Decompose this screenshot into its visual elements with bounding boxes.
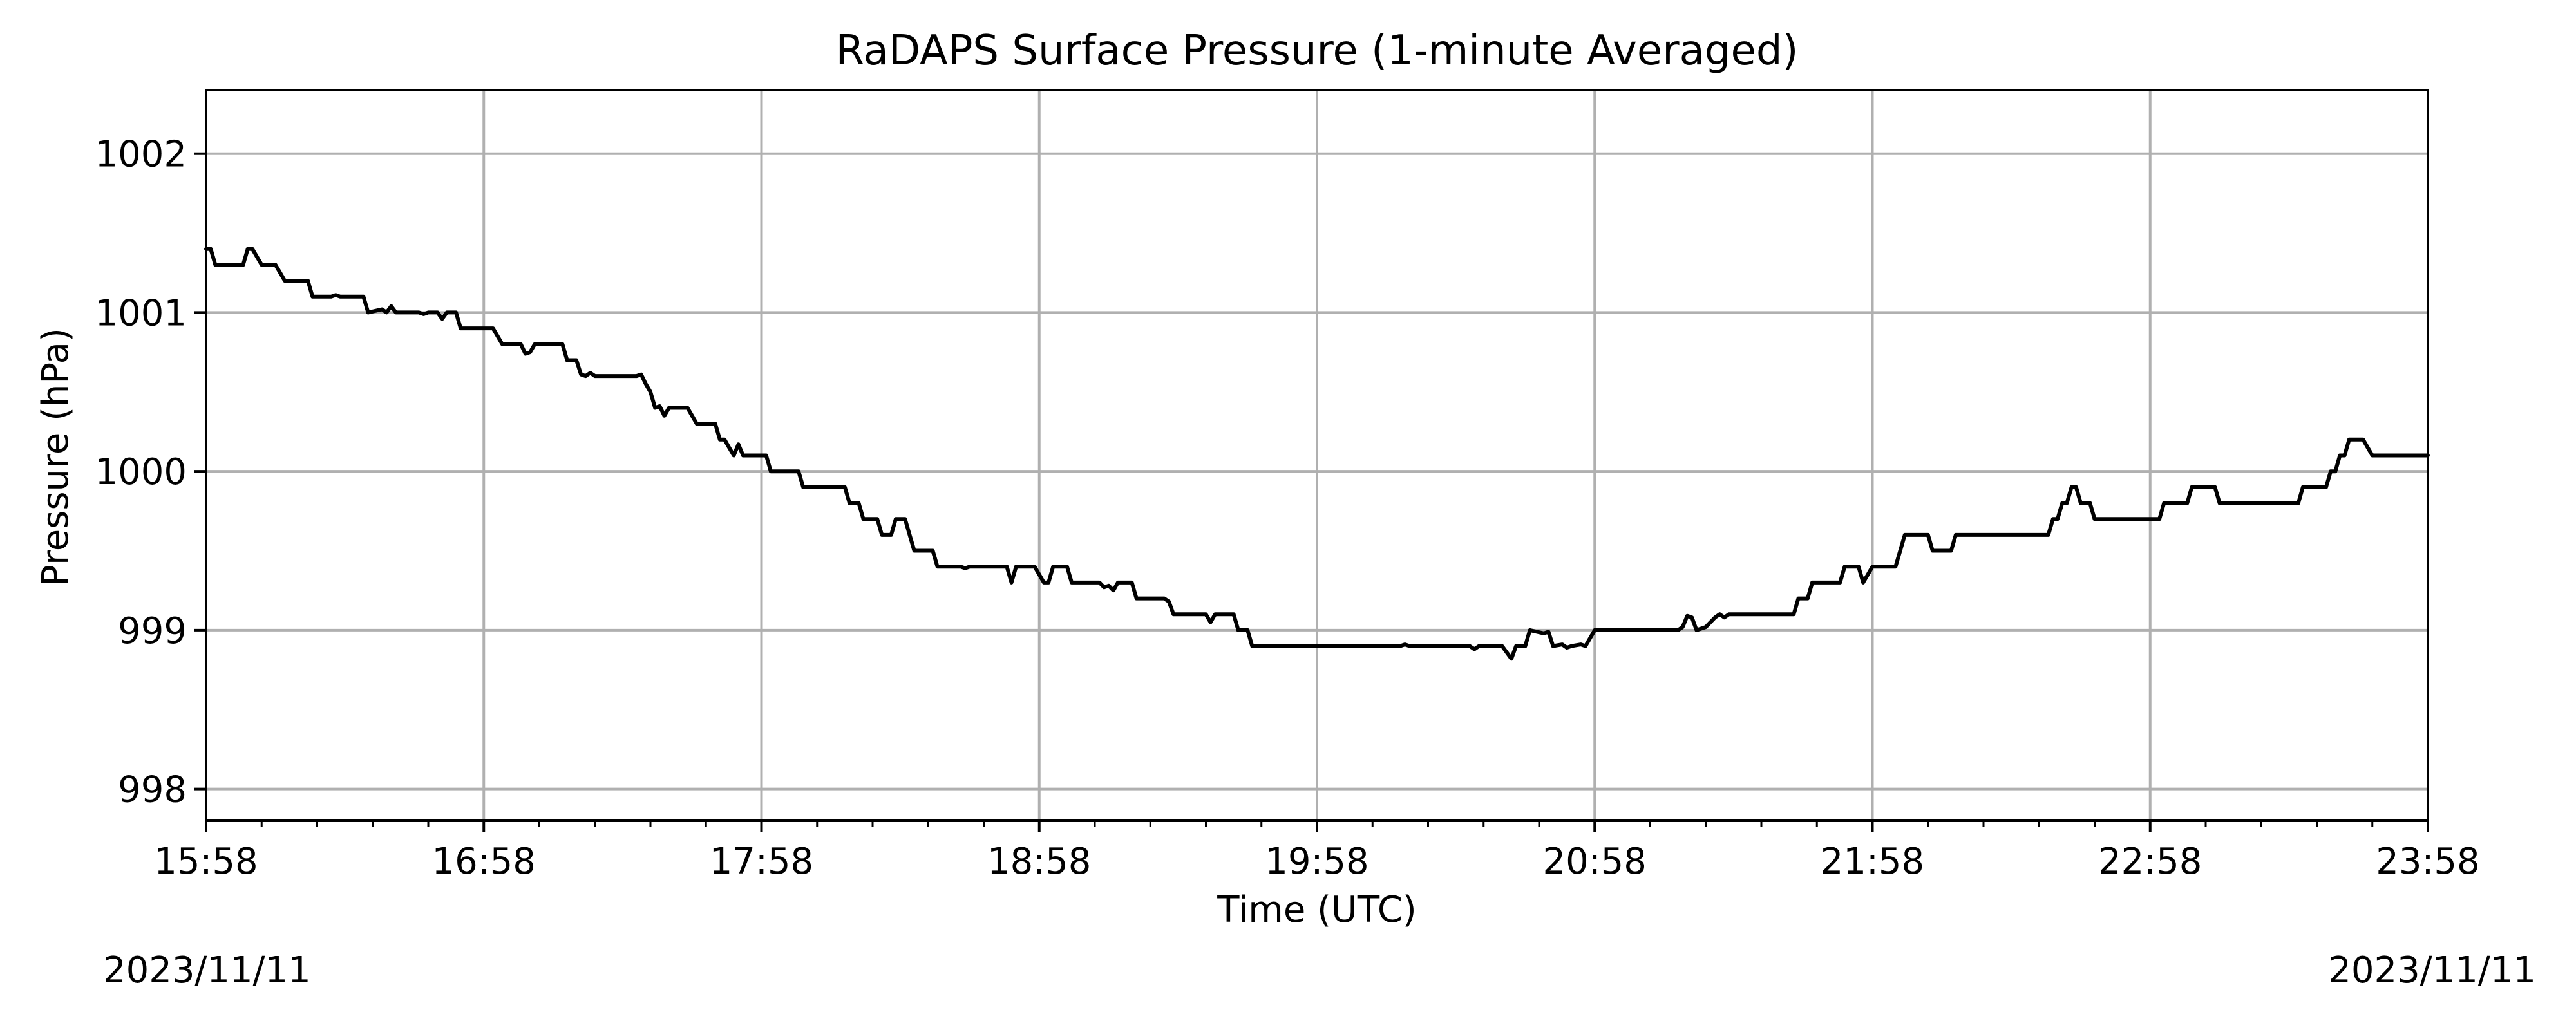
x-tick-label: 15:58 (154, 841, 258, 883)
x-tick-label: 22:58 (2098, 841, 2202, 883)
x-tick-label: 19:58 (1265, 841, 1368, 883)
y-tick-label: 998 (118, 769, 187, 811)
end-date-label: 2023/11/11 (2328, 950, 2536, 991)
x-tick-label: 17:58 (710, 841, 813, 883)
x-tick-label: 20:58 (1543, 841, 1647, 883)
y-axis-ticks: 998 999 1000 1001 1002 (95, 134, 206, 811)
x-tick-label: 23:58 (2376, 841, 2479, 883)
y-tick-label: 999 (118, 610, 187, 652)
x-axis-label: Time (UTC) (1217, 889, 1417, 931)
pressure-series-line (204, 247, 2430, 661)
plot-frame (205, 89, 2429, 822)
x-tick-label: 21:58 (1821, 841, 1924, 883)
x-tick-label: 16:58 (432, 841, 536, 883)
grid-lines (205, 90, 2429, 821)
plot-area (204, 247, 2430, 661)
y-tick-label: 1000 (95, 451, 187, 493)
start-date-label: 2023/11/11 (103, 950, 311, 991)
x-axis-ticks: 15:58 16:58 17:58 18:58 19:58 20:58 21:58 22:58… (154, 821, 2480, 883)
y-axis-label: Pressure (hPa) (35, 328, 77, 586)
y-tick-label: 1002 (95, 134, 187, 176)
chart-title: RaDAPS Surface Pressure (1-minute Averag… (836, 27, 1799, 75)
x-tick-label: 18:58 (987, 841, 1091, 883)
y-tick-label: 1001 (95, 292, 187, 334)
